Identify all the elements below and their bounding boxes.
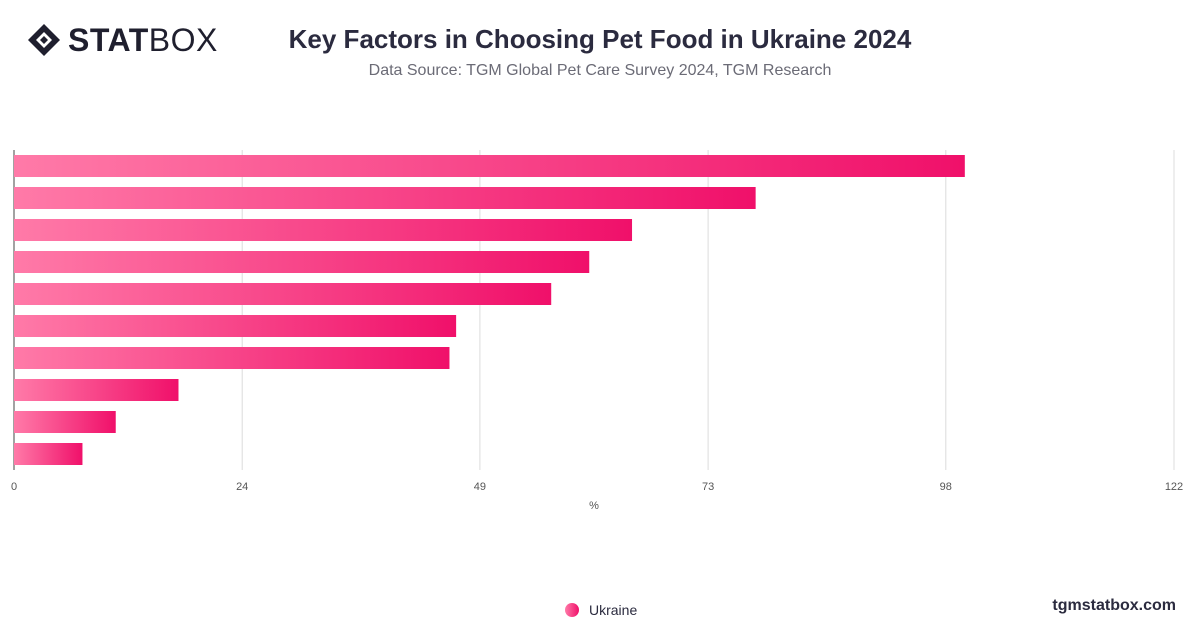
chart-subtitle: Data Source: TGM Global Pet Care Survey … bbox=[368, 62, 832, 79]
x-axis-ticks: 0 24 49 73 98 122 bbox=[11, 481, 1183, 493]
diamond-logo-icon bbox=[28, 24, 60, 56]
x-tick-label: 49 bbox=[474, 481, 486, 493]
x-tick-label: 73 bbox=[702, 481, 714, 493]
bar[interactable] bbox=[14, 187, 756, 209]
bar[interactable] bbox=[14, 443, 83, 465]
bar[interactable] bbox=[14, 315, 457, 337]
statbox-logo: STATBOX bbox=[26, 22, 218, 58]
bar[interactable] bbox=[14, 411, 116, 433]
bar[interactable] bbox=[14, 219, 633, 241]
legend-label-ukraine[interactable]: Ukraine bbox=[589, 602, 638, 618]
bar[interactable] bbox=[14, 251, 590, 273]
bar[interactable] bbox=[14, 379, 179, 401]
legend-marker-ukraine[interactable] bbox=[565, 603, 579, 617]
website-link[interactable]: tgmstatbox.com bbox=[1052, 597, 1176, 614]
bar[interactable] bbox=[14, 347, 450, 369]
x-tick-label: 122 bbox=[1165, 481, 1183, 493]
x-tick-label: 0 bbox=[11, 481, 17, 493]
bars bbox=[14, 155, 965, 465]
bar[interactable] bbox=[14, 283, 552, 305]
x-tick-label: 24 bbox=[236, 481, 248, 493]
x-tick-label: 98 bbox=[940, 481, 952, 493]
x-axis-label: % bbox=[589, 500, 599, 512]
legend: Ukraine bbox=[565, 602, 637, 618]
chart-title: Key Factors in Choosing Pet Food in Ukra… bbox=[288, 24, 912, 54]
logo-wordmark: STATBOX bbox=[68, 22, 218, 58]
bar[interactable] bbox=[14, 155, 965, 177]
